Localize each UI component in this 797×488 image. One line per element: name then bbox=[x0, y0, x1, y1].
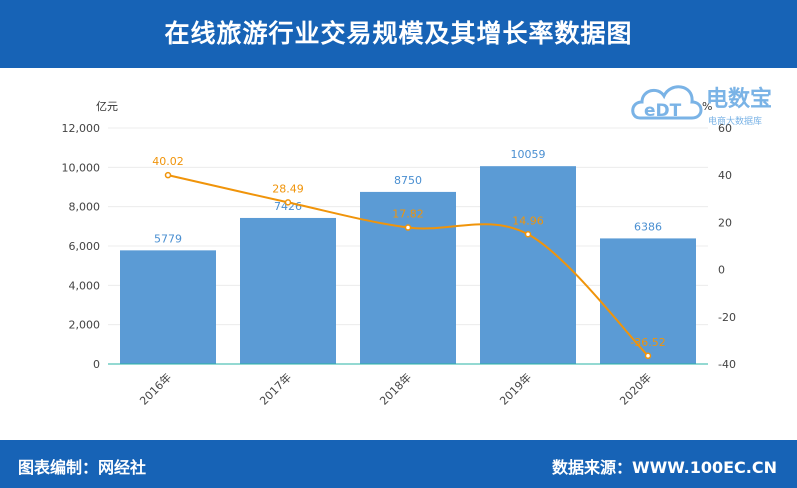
line-series: 40.02 28.49 17.82 14.96 -36.52 bbox=[152, 155, 666, 360]
footer-credit: 图表编制：网经社 bbox=[18, 458, 147, 477]
x-axis-tick-label: 2017年 bbox=[257, 370, 294, 407]
x-axis-tick-label: 2016年 bbox=[137, 370, 174, 407]
bar-value-label: 5779 bbox=[154, 232, 182, 245]
left-axis-tick-label: 4,000 bbox=[69, 279, 101, 292]
x-axis-tick-label: 2019年 bbox=[497, 370, 534, 407]
bar bbox=[240, 217, 336, 364]
bar-value-label: 10059 bbox=[511, 148, 546, 161]
growth-rate-label: -36.52 bbox=[630, 336, 665, 349]
growth-rate-point bbox=[404, 224, 412, 231]
left-axis-tick-label: 12,000 bbox=[62, 122, 101, 135]
logo-tagline: 电商大数据库 bbox=[708, 115, 762, 127]
x-axis-tick-label: 2018年 bbox=[377, 370, 414, 407]
chart-title: 在线旅游行业交易规模及其增长率数据图 bbox=[164, 19, 633, 48]
right-axis-tick-label: 0 bbox=[718, 264, 725, 277]
left-axis-tick-label: 0 bbox=[93, 358, 100, 371]
footer-source: 数据来源：WWW.100EC.CN bbox=[551, 458, 777, 477]
right-axis-tick-label: 40 bbox=[718, 169, 732, 182]
header-bar: 在线旅游行业交易规模及其增长率数据图 bbox=[0, 0, 797, 68]
left-axis-tick-label: 2,000 bbox=[69, 319, 101, 332]
right-axis-tick-label: -20 bbox=[718, 311, 736, 324]
growth-rate-label: 28.49 bbox=[272, 182, 304, 195]
logo-mark: eDT bbox=[644, 101, 682, 121]
growth-rate-point bbox=[164, 171, 172, 179]
growth-rate-label: 17.82 bbox=[392, 208, 424, 221]
right-axis-tick-label: 20 bbox=[718, 216, 732, 229]
right-axis-tick-label: -40 bbox=[718, 358, 736, 371]
bar-value-label: 8750 bbox=[394, 174, 422, 187]
bar bbox=[600, 238, 696, 364]
growth-rate-label: 40.02 bbox=[152, 155, 184, 168]
logo-name: 电数宝 bbox=[706, 86, 772, 112]
left-axis-tick-label: 10,000 bbox=[62, 161, 101, 174]
growth-rate-point bbox=[524, 231, 532, 238]
footer-bar: 图表编制：网经社 数据来源：WWW.100EC.CN bbox=[0, 440, 797, 488]
x-axis-tick-label: 2020年 bbox=[617, 370, 654, 407]
left-axis-unit: 亿元 bbox=[96, 100, 118, 113]
bar bbox=[120, 250, 216, 364]
cloud-logo-icon: eDT 电数宝 电商大数据库 bbox=[631, 85, 772, 127]
growth-rate-label: 14.96 bbox=[512, 214, 544, 227]
growth-rate-point bbox=[644, 352, 652, 360]
growth-rate-point bbox=[284, 199, 292, 206]
bar-value-label: 6386 bbox=[634, 220, 662, 233]
right-axis-tick-label: 60 bbox=[718, 122, 732, 135]
left-axis-tick-label: 6,000 bbox=[69, 240, 101, 253]
bar bbox=[360, 191, 456, 364]
bar bbox=[480, 166, 576, 364]
right-axis-unit: % bbox=[702, 100, 712, 113]
left-axis-tick-label: 8,000 bbox=[69, 201, 101, 214]
